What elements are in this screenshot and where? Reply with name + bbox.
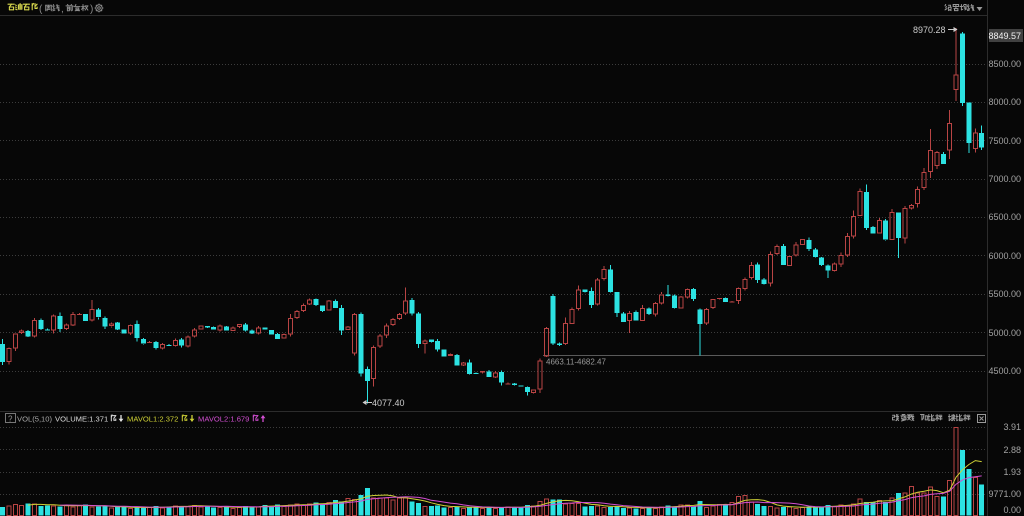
svg-text:8000.00: 8000.00 xyxy=(988,97,1021,107)
svg-text:3.91: 3.91 xyxy=(1003,422,1021,432)
svg-text:9771.00: 9771.00 xyxy=(988,489,1021,499)
svg-text:VOLUME:1.371: VOLUME:1.371 xyxy=(55,415,108,424)
svg-text:8849.57: 8849.57 xyxy=(988,31,1021,41)
svg-text:): ) xyxy=(90,4,93,15)
svg-text:MAVOL2:1.679: MAVOL2:1.679 xyxy=(198,415,249,424)
svg-text:6000.00: 6000.00 xyxy=(988,251,1021,261)
svg-text:5000.00: 5000.00 xyxy=(988,328,1021,338)
svg-text:VOL(5,10): VOL(5,10) xyxy=(17,415,53,424)
svg-text:?: ? xyxy=(8,415,13,424)
svg-text:5500.00: 5500.00 xyxy=(988,289,1021,299)
svg-text:8500.00: 8500.00 xyxy=(988,59,1021,69)
svg-text:MAVOL1:2.372: MAVOL1:2.372 xyxy=(127,415,178,424)
svg-text:0.00: 0.00 xyxy=(1003,505,1021,515)
svg-text:6500.00: 6500.00 xyxy=(988,212,1021,222)
svg-text:(: ( xyxy=(39,4,43,15)
svg-text:4077.40: 4077.40 xyxy=(372,398,405,408)
svg-text:8970.28: 8970.28 xyxy=(913,25,946,35)
svg-text:7000.00: 7000.00 xyxy=(988,174,1021,184)
svg-text:2.88: 2.88 xyxy=(1003,445,1021,455)
svg-text:,: , xyxy=(61,4,64,15)
svg-text:4500.00: 4500.00 xyxy=(988,366,1021,376)
svg-text:1.93: 1.93 xyxy=(1003,467,1021,477)
svg-text:4663.11-4682.47: 4663.11-4682.47 xyxy=(546,358,606,367)
svg-text:7500.00: 7500.00 xyxy=(988,136,1021,146)
